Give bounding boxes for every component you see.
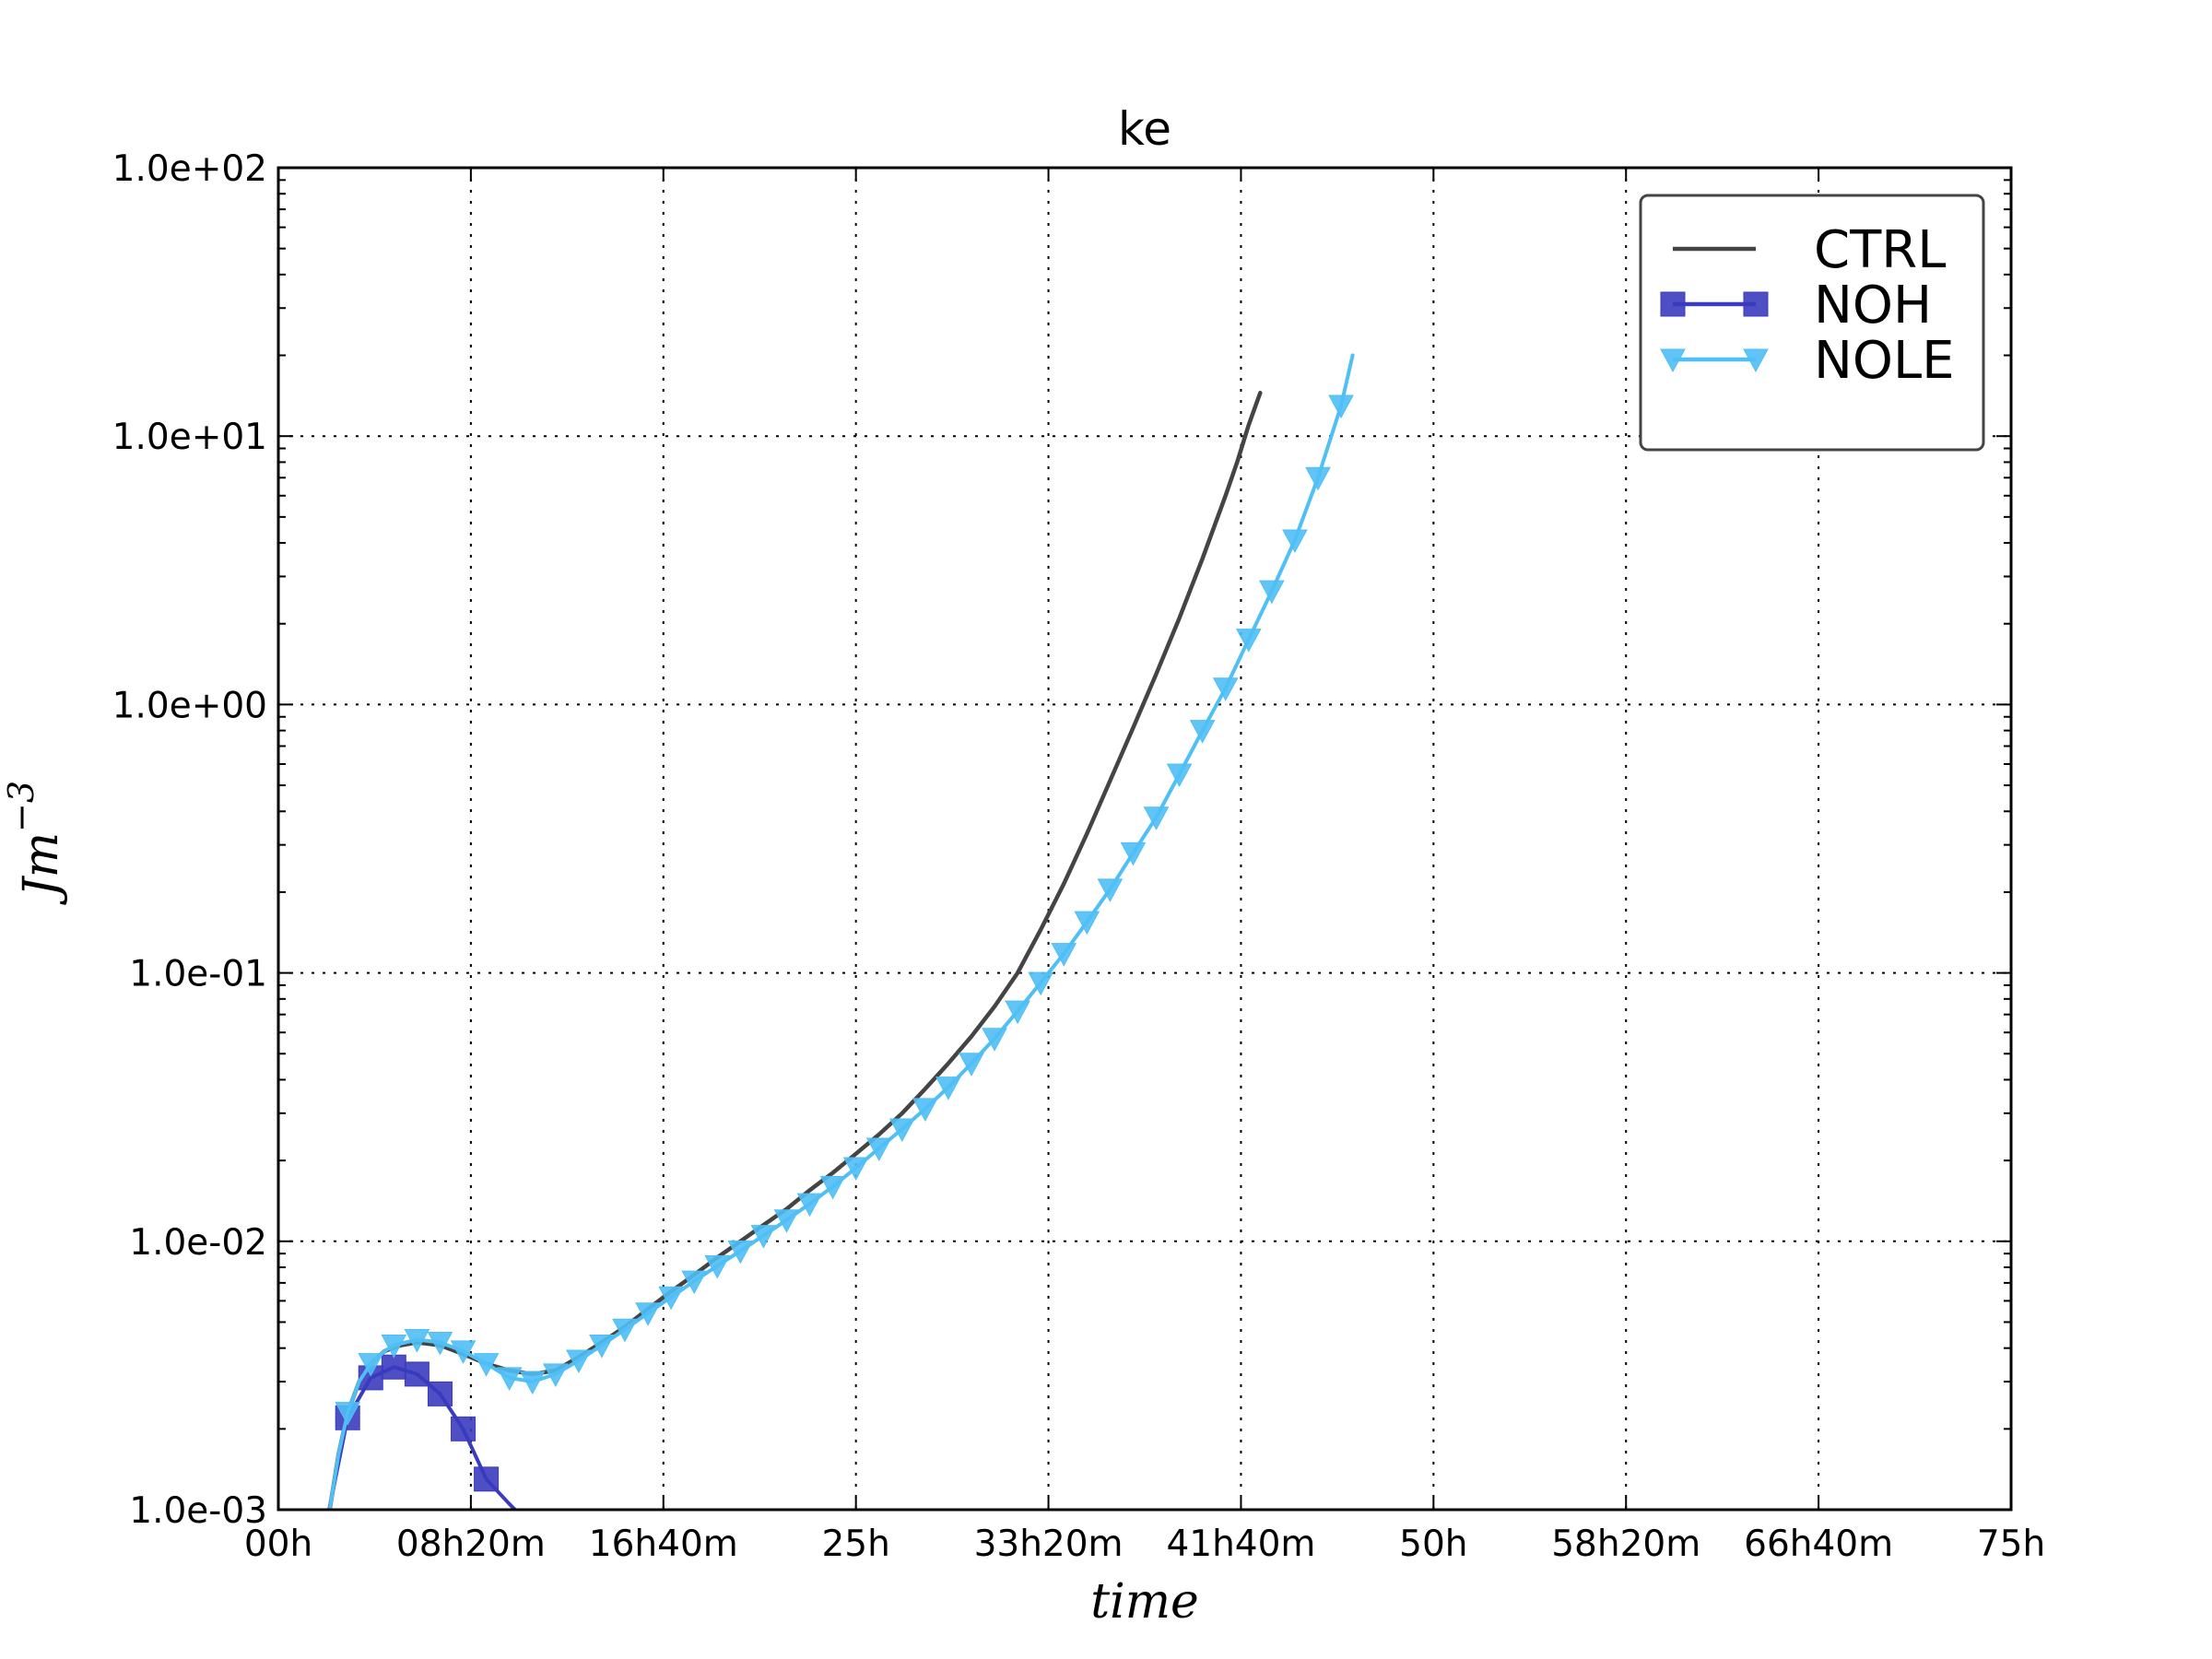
legend-item-ctrl: CTRL: [1673, 220, 1946, 280]
noh-marker: [427, 1381, 453, 1406]
x-axis-label: time: [1090, 1574, 1199, 1630]
nole-marker: [681, 1270, 708, 1295]
noh-marker: [1660, 291, 1686, 317]
y-axis-label-exponent: −3: [1, 781, 41, 832]
nole-marker: [1166, 763, 1193, 788]
legend-label: CTRL: [1814, 220, 1946, 280]
nole-marker: [1259, 580, 1285, 605]
grid-lines: [278, 168, 2011, 1510]
y-tick-label: 1.0e+00: [112, 685, 267, 726]
nole-marker: [404, 1329, 430, 1353]
nole-marker: [658, 1286, 684, 1311]
nole-marker: [1074, 911, 1100, 935]
nole-marker: [1097, 878, 1124, 902]
nole-marker: [959, 1053, 984, 1077]
series-nole: [327, 353, 1355, 1510]
nole-marker: [912, 1098, 938, 1122]
legend-label: NOLE: [1814, 331, 1955, 391]
noh-marker: [381, 1354, 406, 1380]
nole-marker: [427, 1332, 453, 1356]
nole-marker: [589, 1335, 615, 1359]
noh-marker: [474, 1466, 500, 1492]
nole-marker: [1143, 806, 1170, 830]
x-tick-label: 75h: [1977, 1524, 2045, 1565]
nole-marker: [888, 1118, 915, 1143]
noh-marker: [404, 1361, 429, 1387]
nole-marker: [1305, 466, 1331, 491]
nole-marker: [358, 1353, 384, 1377]
chart-title: ke: [1118, 102, 1171, 156]
x-tick-label: 41h40m: [1166, 1524, 1315, 1565]
legend-label: NOH: [1814, 276, 1932, 335]
nole-marker: [750, 1225, 777, 1249]
nole-marker: [1005, 1000, 1030, 1025]
x-tick-label: 08h20m: [396, 1524, 546, 1565]
nole-marker: [381, 1335, 407, 1359]
nole-marker: [612, 1318, 638, 1343]
nole-marker: [1120, 841, 1147, 866]
x-tick-label: 66h40m: [1744, 1524, 1893, 1565]
y-tick-label: 1.0e-02: [129, 1222, 267, 1264]
nole-marker: [473, 1353, 500, 1377]
x-tick-label: 25h: [821, 1524, 889, 1565]
nole-marker: [496, 1367, 523, 1391]
y-tick-label: 1.0e+01: [112, 417, 267, 458]
nole-marker: [842, 1157, 869, 1182]
nole-marker: [773, 1209, 800, 1233]
x-tick-label: 00h: [244, 1524, 312, 1565]
nole-marker: [1282, 529, 1308, 554]
nole-marker: [335, 1402, 361, 1426]
y-axis-label-base: Jm: [14, 832, 69, 905]
nole-marker: [1028, 971, 1054, 996]
nole-marker: [935, 1077, 961, 1100]
nole-marker: [542, 1363, 569, 1387]
nole-marker: [1235, 629, 1262, 653]
legend-item-noh: NOH: [1660, 276, 1932, 335]
nole-marker: [982, 1028, 1007, 1052]
nole-marker: [704, 1254, 731, 1279]
series-line-ctrl: [327, 390, 1263, 1510]
y-tick-label: 1.0e+02: [112, 148, 267, 190]
y-tick-label: 1.0e-03: [129, 1490, 267, 1532]
y-axis-label: Jm−3: [1, 781, 69, 905]
nole-marker: [635, 1302, 661, 1326]
series-layer: [327, 353, 1355, 1510]
x-tick-label: 33h20m: [974, 1524, 1124, 1565]
nole-marker: [1189, 720, 1216, 744]
x-tick-label: 58h20m: [1551, 1524, 1700, 1565]
y-tick-labels: 1.0e-03 1.0e-02 1.0e-01 1.0e+00 1.0e+01 1.0e+…: [112, 148, 267, 1532]
plot-frame: [276, 166, 2013, 1512]
x-tick-labels: 00h 08h20m 16h40m 25h 33h20m 41h40m 50h 58h20m 6…: [244, 1524, 2045, 1565]
nole-marker: [1212, 677, 1239, 701]
nole-marker: [796, 1193, 823, 1218]
nole-marker: [1660, 348, 1686, 373]
nole-marker: [727, 1240, 754, 1265]
noh-marker: [1743, 291, 1769, 317]
nole-marker: [566, 1349, 592, 1374]
x-tick-label: 50h: [1399, 1524, 1467, 1565]
y-tick-label: 1.0e-01: [129, 954, 267, 995]
legend-box: [1639, 194, 1985, 452]
nole-marker: [519, 1371, 546, 1395]
series-ctrl: [327, 390, 1263, 1510]
noh-marker: [451, 1416, 477, 1441]
x-tick-label: 16h40m: [589, 1524, 738, 1565]
nole-marker: [865, 1137, 892, 1161]
nole-marker: [1328, 394, 1354, 419]
nole-marker: [1051, 943, 1077, 967]
legend-item-nole: NOLE: [1660, 331, 1955, 391]
nole-marker: [450, 1340, 477, 1364]
tick-marks: [277, 167, 2012, 1511]
nole-marker: [819, 1175, 846, 1200]
nole-marker: [1743, 348, 1769, 373]
